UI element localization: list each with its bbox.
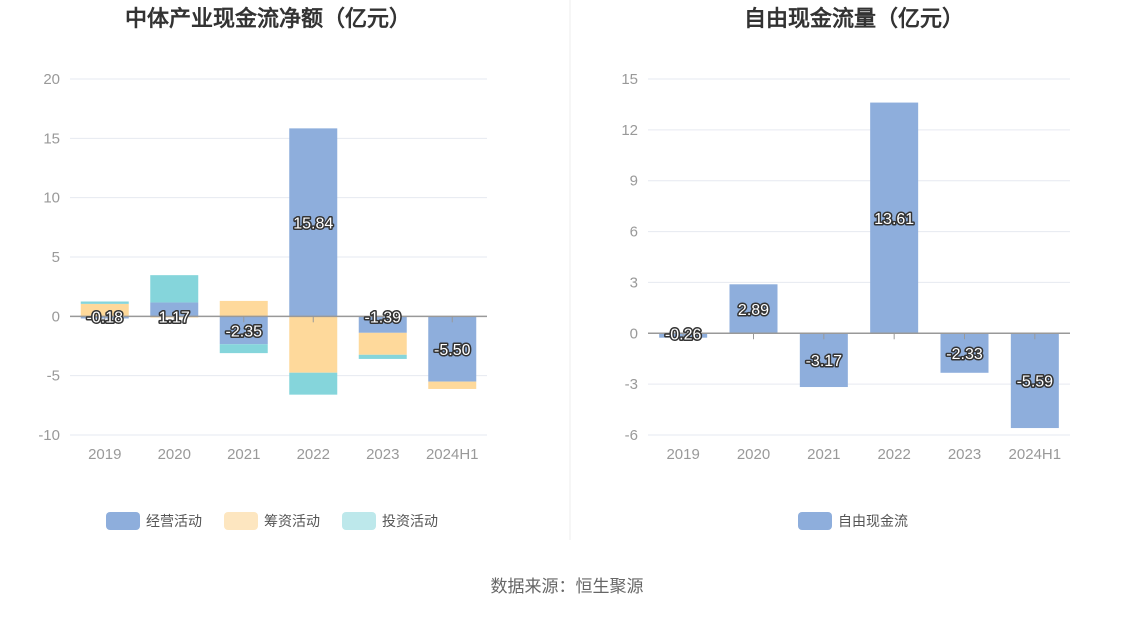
bar-series-1 xyxy=(219,300,268,317)
x-tick-label: 2023 xyxy=(366,446,399,463)
data-label: -0.18 xyxy=(87,309,124,326)
bar-primary xyxy=(940,333,989,373)
bar-series-2 xyxy=(80,301,129,304)
data-label: -0.26 xyxy=(665,326,702,343)
x-tick-label: 2022 xyxy=(877,446,910,463)
data-label: -3.17 xyxy=(806,353,843,370)
bar-primary xyxy=(799,333,848,388)
legend-swatch xyxy=(106,512,140,530)
y-tick-label: 10 xyxy=(43,190,60,207)
chart-title: 中体产业现金流净额（亿元） xyxy=(125,6,411,31)
chart-title: 自由现金流量（亿元） xyxy=(744,6,964,31)
bar-primary xyxy=(150,302,199,317)
x-tick-label: 2024H1 xyxy=(1009,446,1062,463)
bar-primary xyxy=(358,316,407,333)
data-label: 15.84 xyxy=(293,215,333,232)
bar-series-2 xyxy=(219,344,268,354)
y-tick-label: 0 xyxy=(52,308,60,325)
legend-swatch xyxy=(224,512,258,530)
x-tick-label: 2019 xyxy=(88,446,121,463)
y-tick-label: 12 xyxy=(621,122,638,139)
data-label: -5.50 xyxy=(434,342,471,359)
bar-primary xyxy=(870,102,919,334)
bar-primary xyxy=(729,284,778,334)
legend-swatch xyxy=(798,512,832,530)
data-label: 1.17 xyxy=(159,309,190,326)
data-label: -2.35 xyxy=(226,323,263,340)
bar-series-2 xyxy=(289,372,338,395)
y-tick-label: 3 xyxy=(630,274,638,291)
y-tick-label: -6 xyxy=(625,427,638,444)
data-label: -5.59 xyxy=(1017,374,1054,391)
x-tick-label: 2020 xyxy=(158,446,191,463)
bar-primary xyxy=(1010,333,1059,429)
y-tick-label: 9 xyxy=(630,173,638,190)
legend-label: 筹资活动 xyxy=(264,513,320,529)
y-tick-label: 20 xyxy=(43,71,60,88)
bar-series-1 xyxy=(289,316,338,373)
bar-primary xyxy=(289,128,338,317)
bar-series-2 xyxy=(358,354,407,359)
free-cashflow-chart: 自由现金流量（亿元） 15 12 9 6 3 0 -3 -6 2019 2020 2021 2022 20… xyxy=(621,6,1070,530)
bar-series-1 xyxy=(358,332,407,355)
legend-swatch xyxy=(342,512,376,530)
legend-label: 自由现金流 xyxy=(838,513,908,529)
y-tick-label: -10 xyxy=(38,427,60,444)
bar-series-2 xyxy=(150,275,199,303)
y-tick-label: 0 xyxy=(630,325,638,342)
legend-label: 投资活动 xyxy=(382,513,438,529)
x-tick-label: 2019 xyxy=(666,446,699,463)
x-tick-label: 2022 xyxy=(297,446,330,463)
bar-series-1 xyxy=(428,381,477,389)
legend-label: 经营活动 xyxy=(146,513,202,529)
x-tick-label: 2024H1 xyxy=(426,446,479,463)
y-tick-label: -3 xyxy=(625,376,638,393)
y-tick-label: -5 xyxy=(47,368,60,385)
y-tick-label: 15 xyxy=(621,71,638,88)
data-label: -1.39 xyxy=(365,309,402,326)
x-tick-label: 2020 xyxy=(737,446,770,463)
x-tick-label: 2021 xyxy=(807,446,840,463)
y-tick-label: 6 xyxy=(630,224,638,241)
y-tick-label: 15 xyxy=(43,130,60,147)
x-tick-label: 2023 xyxy=(948,446,981,463)
data-label: 13.61 xyxy=(874,211,914,228)
cashflow-net-chart: 中体产业现金流净额（亿元） 20 15 10 5 0 -5 -10 2019 2020 2021 20… xyxy=(38,6,487,530)
x-tick-label: 2021 xyxy=(227,446,260,463)
data-label: 2.89 xyxy=(738,302,769,319)
data-source: 数据来源：恒生聚源 xyxy=(491,577,644,596)
data-label: -2.33 xyxy=(946,346,983,363)
bar-primary xyxy=(428,316,477,382)
y-tick-label: 5 xyxy=(52,249,60,266)
bar-series-1 xyxy=(80,303,129,317)
